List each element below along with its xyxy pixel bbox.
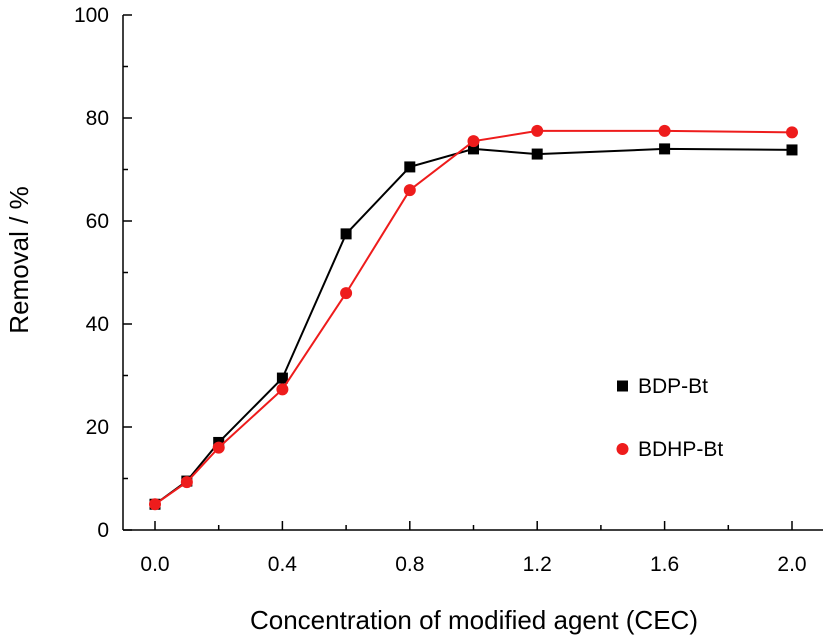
legend-label: BDHP-Bt [638,438,723,461]
legend: BDP-Bt BDHP-Bt [616,375,723,461]
legend-marker [616,443,629,455]
x-tick-label: 0.4 [268,553,298,576]
data-point [659,143,671,155]
data-point [468,143,479,155]
series-layer [149,124,798,511]
x-tick-label: 2.0 [777,553,806,576]
x-axis-title: Concentration of modified agent (CEC) [250,605,698,635]
data-point [212,441,225,454]
y-tick-label: 20 [86,416,109,439]
y-tick-label: 60 [86,210,109,233]
data-point [467,135,480,148]
data-point [180,476,193,489]
data-point [786,144,798,156]
x-tick-label: 0.0 [140,553,169,576]
data-point [531,124,544,137]
data-point [340,228,352,240]
data-point [786,126,798,139]
series-line [154,147,793,506]
y-tick-label: 40 [86,313,109,336]
tick-marks [123,14,793,531]
series-bdhp-bt [149,124,798,511]
data-point [404,161,416,173]
data-point [276,383,289,396]
series-line [154,129,793,506]
data-point [658,124,671,137]
data-point [276,372,288,384]
legend-marker [617,380,628,392]
data-point [403,184,416,197]
tick-labels: 0 20 40 60 80 100 0.0 0.4 0.8 1.2 1.6 2.0 [74,4,807,576]
y-tick-label: 0 [97,519,109,542]
y-tick-label: 80 [86,107,109,130]
y-axis-title: Removal / % [4,186,34,333]
x-tick-label: 0.8 [395,553,424,576]
x-tick-label: 1.6 [650,553,679,576]
x-tick-label: 1.2 [523,553,552,576]
data-point [340,287,353,300]
y-tick-label: 100 [74,4,109,27]
legend-label: BDP-Bt [638,375,708,398]
data-point [531,148,543,160]
data-point [149,498,161,511]
